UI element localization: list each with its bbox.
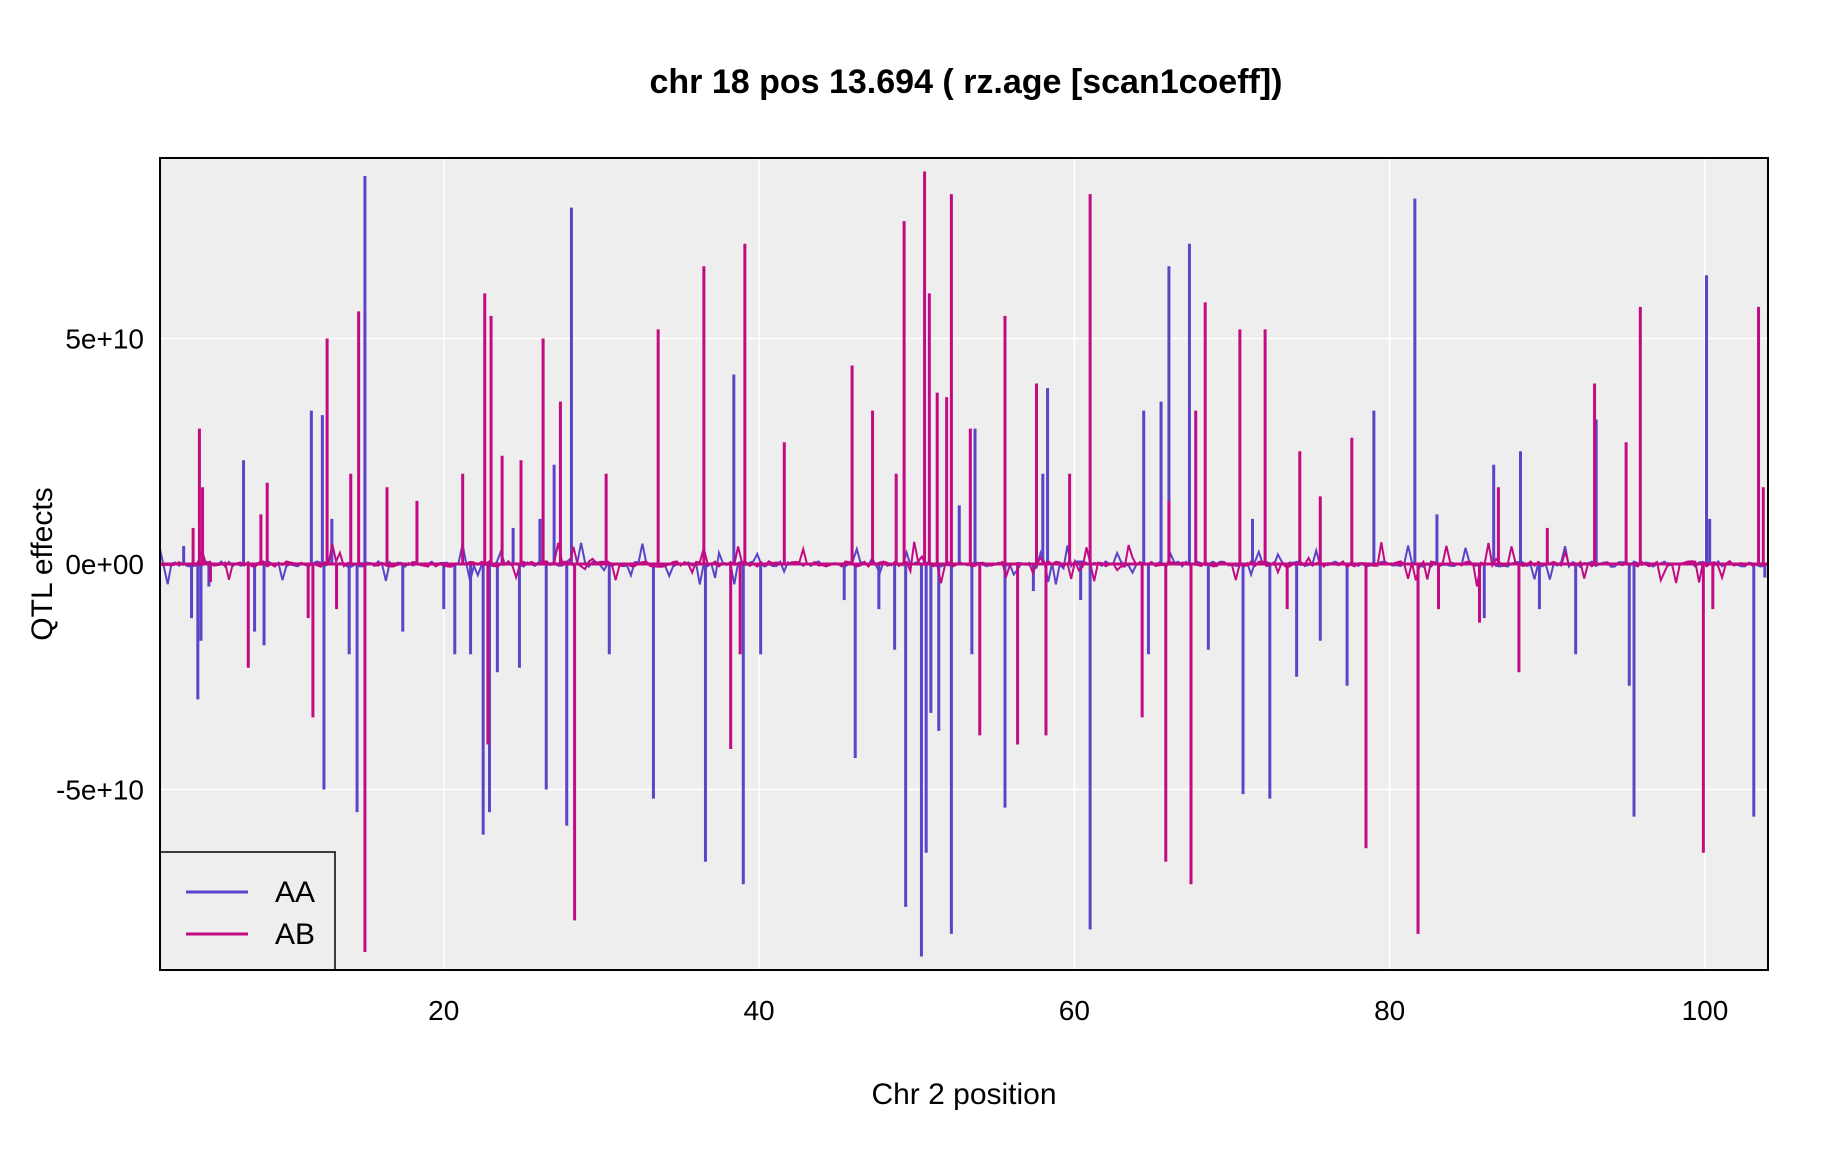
x-tick-label: 20 (428, 995, 459, 1026)
legend-label-aa: AA (275, 876, 315, 909)
x-tick-label: 40 (743, 995, 774, 1026)
y-axis: 5e+10 0e+00 -5e+10 (56, 323, 144, 805)
plot-frame (159, 157, 1769, 971)
y-axis-label: QTL effects (26, 487, 59, 640)
x-tick-label: 60 (1059, 995, 1090, 1026)
y-tick-label: 0e+00 (65, 549, 144, 580)
y-tick-label: 5e+10 (65, 323, 144, 354)
legend-box (159, 851, 336, 971)
x-axis: 20 40 60 80 100 (428, 995, 1728, 1026)
x-tick-label: 80 (1374, 995, 1405, 1026)
legend-label-ab: AB (275, 918, 315, 951)
x-axis-label: Chr 2 position (871, 1078, 1056, 1111)
chart-title: chr 18 pos 13.694 ( rz.age [scan1coeff]) (649, 63, 1282, 101)
y-tick-label: -5e+10 (56, 775, 144, 806)
x-tick-label: 100 (1682, 995, 1729, 1026)
legend: AA AB (159, 851, 336, 971)
series-layer (159, 171, 1769, 957)
series-ab (159, 171, 1769, 952)
